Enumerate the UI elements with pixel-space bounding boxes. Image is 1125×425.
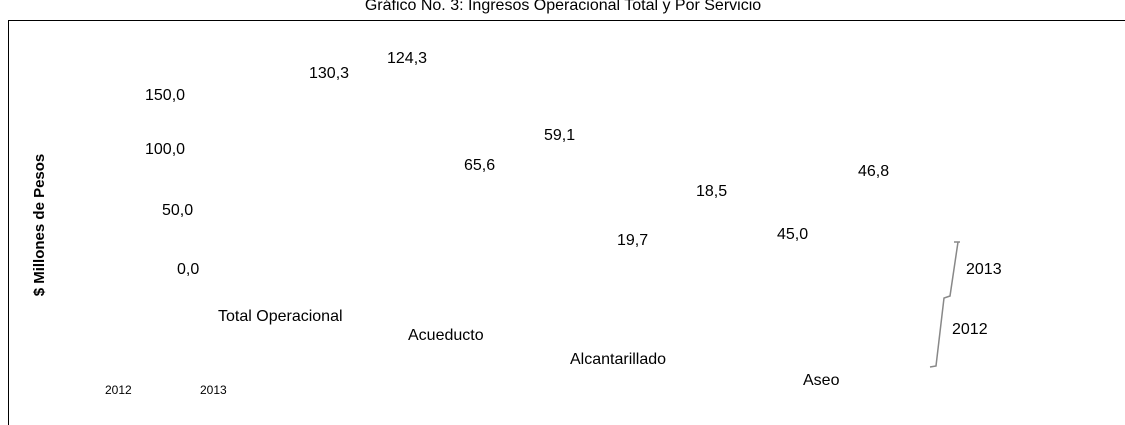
y-tick-label: 100,0 [145,141,185,158]
x-tick-label: Aseo [803,372,840,389]
legend-label: 2013 [966,261,1002,278]
y-tick-label: 0,0 [177,261,199,278]
x-tick-label: Acueducto [408,327,484,344]
data-label: 65,6 [464,157,495,174]
y-axis-label: $ Millones de Pesos [31,154,48,297]
data-label: 124,3 [387,50,427,67]
depth-axis-label: 2013 [200,383,227,397]
y-tick-label: 50,0 [162,202,193,219]
depth-axis-label: 2012 [105,383,132,397]
data-label: 19,7 [617,232,648,249]
data-label: 18,5 [696,183,727,200]
data-label: 46,8 [858,163,889,180]
legend-label: 2012 [952,321,988,338]
legend-bracket [929,241,959,368]
data-label: 130,3 [309,65,349,82]
x-tick-label: Alcantarillado [570,351,666,368]
y-tick-label: 150,0 [145,87,185,104]
chart-title: Gráfico No. 3: Ingresos Operacional Tota… [365,0,761,14]
chart-frame [8,20,1125,425]
x-tick-label: Total Operacional [218,308,343,325]
data-label: 45,0 [777,226,808,243]
data-label: 59,1 [544,127,575,144]
